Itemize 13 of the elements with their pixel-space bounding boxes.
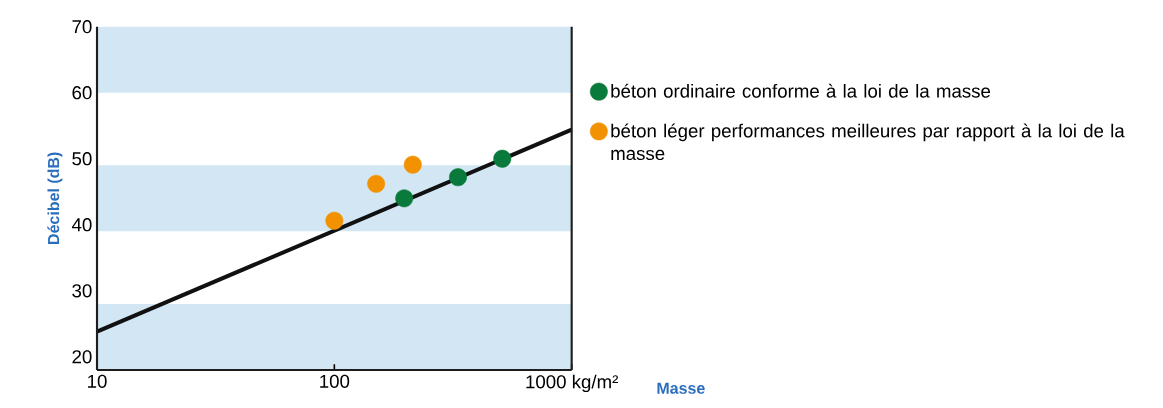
x-tick-label: 100 [320,374,350,388]
x-axis-title: Masse [657,382,705,394]
y-tick-label: 20 [72,350,92,364]
x-tick-label: 1000 kg/m² [526,374,618,393]
y-axis-title: Décibel (dB) [47,152,63,244]
legend-label: béton ordinaire conforme à la loi de la masse [611,83,991,98]
y-tick-label: 30 [72,284,92,298]
y-tick-label: 70 [72,20,92,34]
y-tick-label: 40 [71,218,92,232]
y-tick-label: 60 [72,86,92,100]
x-tick-label: 10 [88,374,107,388]
y-tick-label: 50 [72,152,92,166]
legend-label: béton léger performances meilleures par rapport à la loi de la masse [611,123,1125,161]
